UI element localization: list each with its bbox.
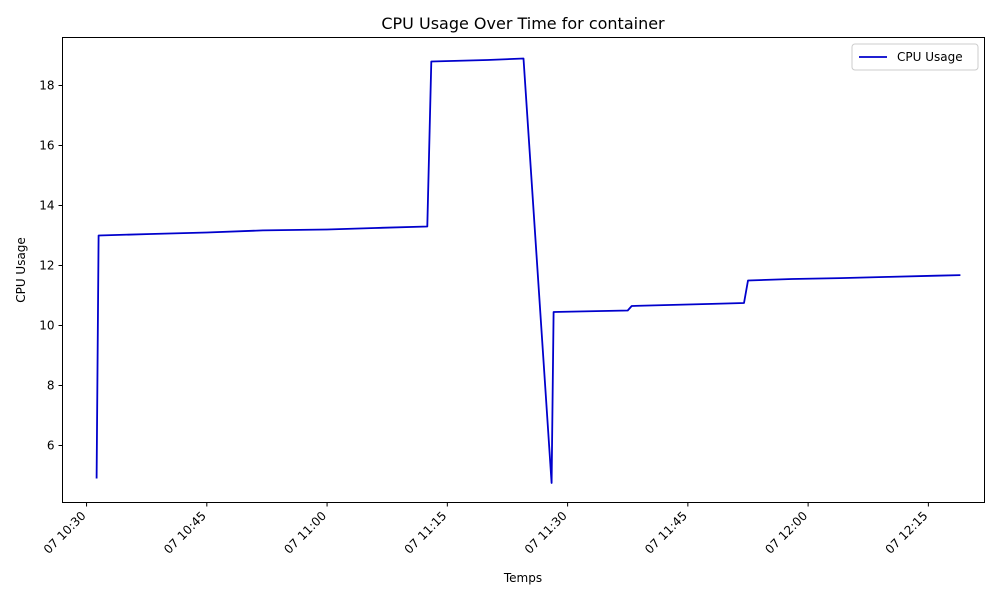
y-tick-label: 12 [39,259,54,273]
y-tick-label: 10 [39,319,54,333]
y-axis-label: CPU Usage [14,237,28,303]
y-tick-label: 6 [47,439,55,453]
legend-box [851,43,979,71]
y-tick-label: 16 [39,139,54,153]
x-tick-label: 07 12:00 [762,509,810,557]
plot-frame [62,37,985,503]
chart-title: CPU Usage Over Time for container [381,14,665,33]
y-tick-label: 14 [39,199,54,213]
x-tick-label: 07 11:45 [642,509,690,557]
x-tick-label: 07 11:00 [281,509,329,557]
x-tick-label: 07 11:15 [402,509,450,557]
x-axis-label: Temps [503,571,542,585]
y-tick-label: 18 [39,79,54,93]
x-tick-label: 07 10:45 [161,509,209,557]
series-line-cpu-usage [95,57,961,484]
x-tick-label: 07 10:30 [41,509,89,557]
legend: CPU Usage [851,43,979,71]
y-tick-label: 8 [47,379,55,393]
x-tick-label: 07 12:15 [883,509,931,557]
legend-label: CPU Usage [897,50,963,64]
x-tick-label: 07 11:30 [522,509,570,557]
